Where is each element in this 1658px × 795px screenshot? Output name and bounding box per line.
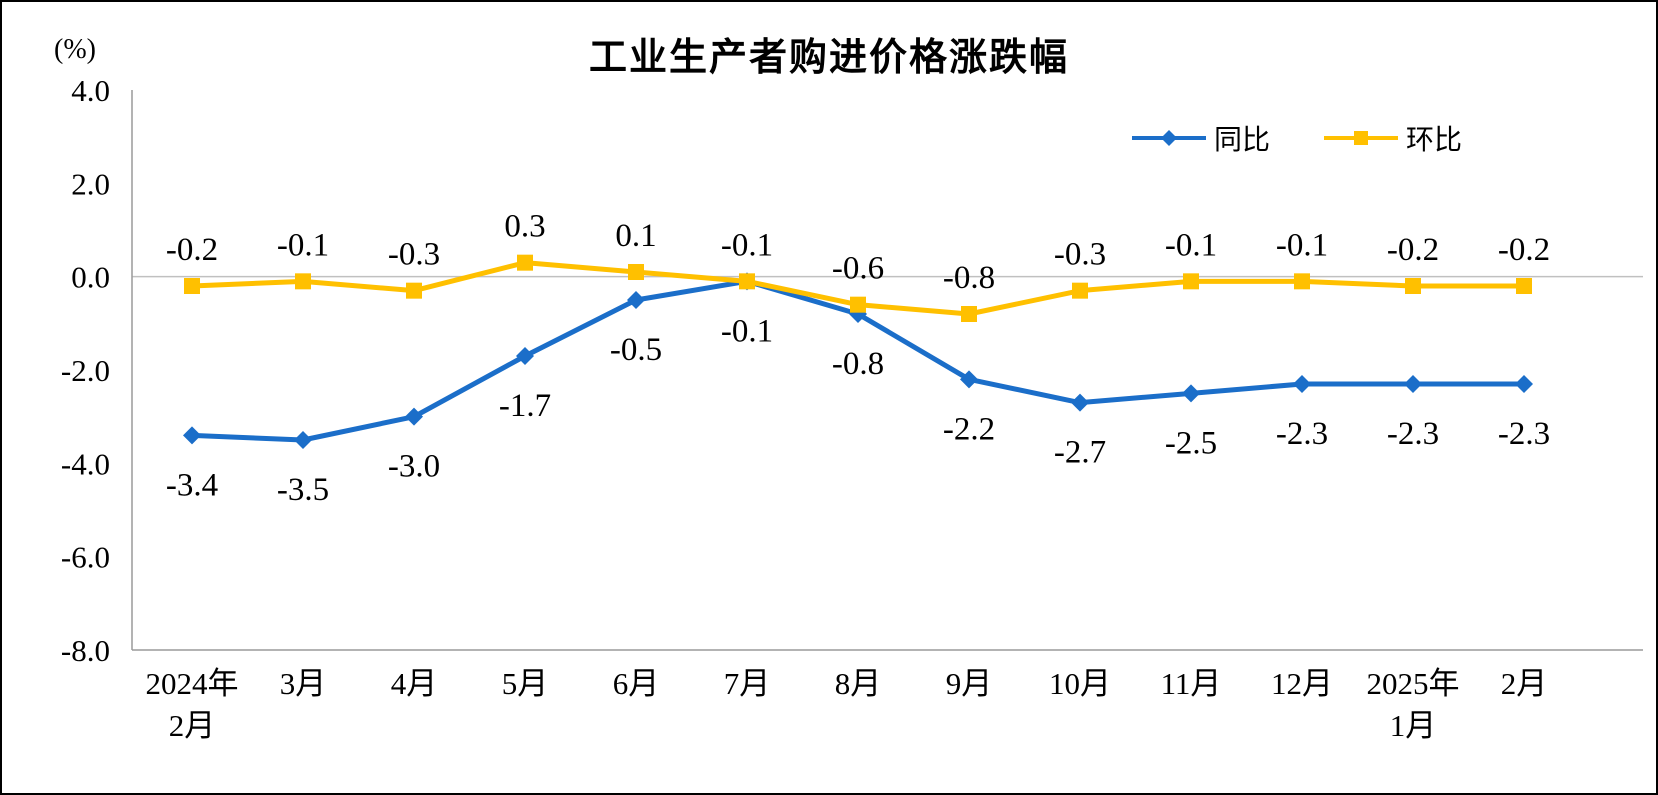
x-category-label: 9月 <box>946 666 993 701</box>
data-point-marker <box>405 407 423 426</box>
data-label: -0.1 <box>1276 227 1328 263</box>
data-point-marker <box>1405 278 1421 294</box>
x-category-label: 7月 <box>724 666 771 701</box>
data-label: -2.7 <box>1054 435 1106 471</box>
data-label: -0.1 <box>721 313 773 349</box>
data-point-marker <box>406 282 422 299</box>
legend-label-yoy: 同比 <box>1214 124 1271 155</box>
data-label: -0.1 <box>277 227 329 263</box>
data-point-marker <box>739 273 755 290</box>
data-label: -0.1 <box>721 227 773 263</box>
y-tick-label: 4.0 <box>71 73 110 108</box>
data-point-marker <box>627 291 645 309</box>
y-tick-label: -4.0 <box>61 446 110 481</box>
data-label: -2.3 <box>1387 416 1439 452</box>
data-point-marker <box>294 431 312 449</box>
yoy-line-marker-icon <box>1132 130 1206 146</box>
x-category-label: 12月 <box>1271 666 1333 701</box>
data-label: -3.0 <box>388 449 440 485</box>
data-label: -3.4 <box>166 467 218 503</box>
data-point-marker <box>517 254 533 271</box>
legend-item-yoy: 同比 <box>1130 118 1270 158</box>
x-category-label: 5月 <box>502 666 549 701</box>
data-point-marker <box>516 347 534 365</box>
data-point-marker <box>183 426 201 445</box>
x-category-label: 8月 <box>835 666 882 701</box>
data-label: -2.3 <box>1498 416 1550 452</box>
mom-legend-square-icon <box>1354 131 1369 145</box>
chart-title: 工业生产者购进价格涨跌幅 <box>588 37 1069 79</box>
x-category-label: 11月 <box>1161 666 1222 701</box>
data-label: -0.5 <box>610 332 662 368</box>
data-point-marker <box>628 264 644 280</box>
data-point-marker <box>1072 282 1088 299</box>
data-point-marker <box>1294 273 1310 290</box>
data-point-marker <box>184 278 200 294</box>
data-point-marker <box>1182 384 1200 403</box>
data-label: -2.3 <box>1276 416 1328 452</box>
x-category-label: 2024年 <box>146 666 239 701</box>
x-category-label: 3月 <box>280 666 327 701</box>
x-category-label: 2月 <box>169 708 216 743</box>
x-category-label: 4月 <box>391 666 438 701</box>
y-tick-label: 0.0 <box>71 260 110 295</box>
y-tick-label: 2.0 <box>71 166 110 201</box>
data-point-marker <box>850 296 866 313</box>
data-label: -0.8 <box>832 346 884 382</box>
data-label: 0.1 <box>615 218 656 254</box>
legend: 同比 环比 <box>1130 118 1462 158</box>
data-point-marker <box>1404 375 1422 393</box>
data-label: -3.5 <box>277 472 329 508</box>
mom-line-marker-icon <box>1324 131 1399 145</box>
data-point-marker <box>295 273 311 290</box>
y-tick-label: -6.0 <box>61 540 110 575</box>
y-tick-label: -8.0 <box>61 633 110 668</box>
y-tick-label: -2.0 <box>61 353 110 388</box>
legend-item-mom: 环比 <box>1322 118 1462 158</box>
legend-label-mom: 环比 <box>1406 124 1463 155</box>
yoy-legend-diamond-icon <box>1161 130 1177 146</box>
data-point-marker <box>961 306 977 322</box>
data-label: -1.7 <box>499 388 551 424</box>
data-point-marker <box>1516 278 1532 294</box>
data-label: 0.3 <box>504 209 545 245</box>
data-label: -0.3 <box>1054 237 1106 273</box>
data-point-marker <box>1515 375 1533 393</box>
data-label: -0.2 <box>1387 232 1439 268</box>
data-label: -0.3 <box>388 237 440 273</box>
x-category-label: 1月 <box>1390 708 1437 743</box>
x-category-label: 6月 <box>613 666 660 701</box>
x-category-label: 2月 <box>1501 666 1548 701</box>
data-point-marker <box>1293 375 1311 393</box>
data-point-marker <box>960 370 978 389</box>
x-category-label: 10月 <box>1049 666 1111 701</box>
data-label: -0.2 <box>1498 232 1550 268</box>
y-axis-unit-label: (%) <box>54 34 96 65</box>
data-label: -0.2 <box>166 232 218 268</box>
x-category-label: 2025年 <box>1367 666 1460 701</box>
data-point-marker <box>1183 273 1199 290</box>
data-label: -2.2 <box>943 411 995 447</box>
data-label: -0.1 <box>1165 227 1217 263</box>
data-point-marker <box>1071 393 1089 412</box>
data-label: -0.6 <box>832 251 884 287</box>
data-label: -2.5 <box>1165 425 1217 461</box>
data-label: -0.8 <box>943 260 995 296</box>
